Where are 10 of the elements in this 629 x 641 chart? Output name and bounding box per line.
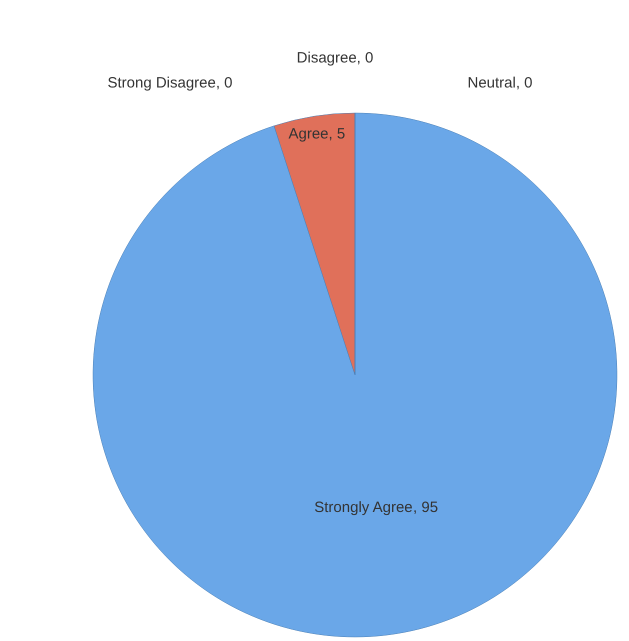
data-label: , 5	[328, 126, 346, 143]
category-label: Disagree	[296, 50, 357, 66]
text: , 0	[216, 74, 233, 92]
data-label: , 95	[413, 498, 438, 516]
text: , 0	[356, 50, 374, 66]
category-label: Strong Disagree	[107, 74, 216, 92]
slice-label: Agree	[288, 126, 329, 143]
category-label: Neutral	[467, 74, 516, 92]
slice-label: Strongly Agree	[314, 498, 413, 516]
text: , 0	[516, 74, 533, 92]
